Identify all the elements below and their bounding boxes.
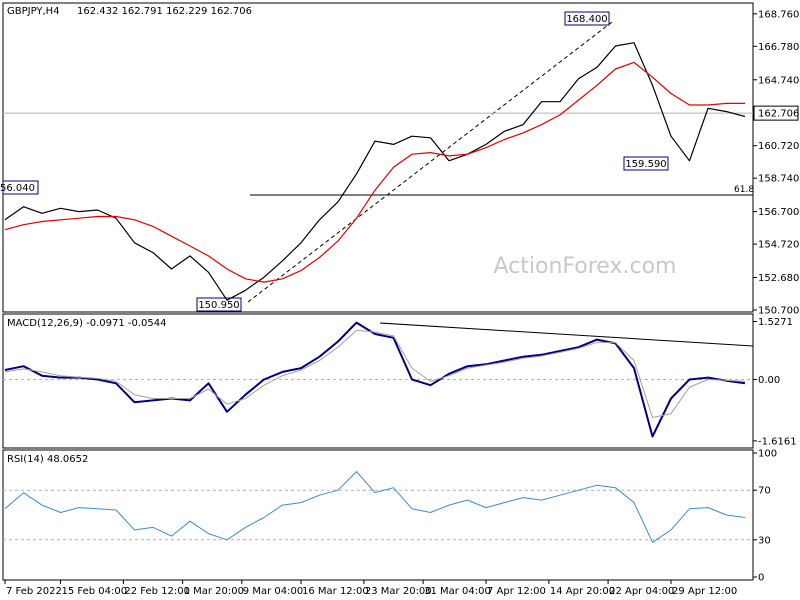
price-ytick-label: 162.706 (758, 109, 799, 120)
series-lines (4, 42, 746, 543)
price-ytick-label: 152.680 (758, 273, 799, 284)
ohlc-label: 162.432 162.791 162.229 162.706 (77, 6, 252, 17)
xtick-label: 9 Mar 04:00 (243, 586, 303, 597)
price-ytick-label: 166.780 (758, 42, 799, 53)
label-low-apr-text: 159.590 (625, 159, 666, 170)
price-panel-frame (2, 2, 754, 313)
price-ytick-label: 158.740 (758, 174, 799, 185)
macd-panel-frame (2, 313, 754, 449)
label-high: 168.400 (564, 11, 610, 26)
price-ytick-label: 160.720 (758, 141, 799, 152)
symbol-label: GBPJPY,H4 (7, 6, 60, 17)
macd-ytick-label: 0.00 (758, 375, 780, 386)
watermark-text: ActionForex.com (494, 254, 677, 279)
xtick-label: 22 Apr 04:00 (609, 586, 674, 597)
label-low-apr: 159.590 (623, 156, 669, 171)
xtick-label: 1 Mar 20:00 (184, 586, 244, 597)
price-ytick-label: 164.740 (758, 75, 799, 86)
rsi-ytick-label: 30 (758, 535, 771, 546)
rsi-ytick-label: 0 (758, 573, 764, 584)
label-high-text: 168.400 (566, 14, 607, 25)
price-ytick-label: 154.720 (758, 240, 799, 251)
xtick-label: 16 Mar 12:00 (302, 586, 369, 597)
price-ytick-label: 168.760 (758, 9, 799, 20)
rsi-panel-frame (2, 449, 754, 581)
rsi-series-0 (4, 471, 746, 543)
macd-ytick-label: 1.5271 (758, 317, 793, 328)
fib-618-label: 61.8 (734, 185, 754, 195)
xtick-label: 14 Apr 20:00 (550, 586, 615, 597)
xtick-label: 7 Feb 2022 (6, 586, 62, 597)
label-low-mar-text: 150.950 (198, 300, 239, 311)
macd-ytick-label: -1.6161 (758, 436, 797, 447)
rsi-ytick-label: 100 (758, 449, 777, 460)
price-ytick-label: 150.700 (758, 306, 799, 317)
label-low-mar: 150.950 (196, 297, 242, 312)
macd-series-0 (4, 321, 746, 438)
macd-series-1 (4, 329, 746, 418)
xtick-label: 22 Feb 12:00 (124, 586, 190, 597)
xtick-label: 23 Mar 20:00 (365, 586, 432, 597)
reference-lines (3, 112, 753, 541)
axis-ticks: 168.760 166.780 164.740 162.706 160.720 158.7… (4, 9, 799, 597)
label-feb-level-text: 156.040 (0, 183, 35, 194)
price-series-1 (4, 61, 745, 283)
xtick-label: 29 Apr 12:00 (672, 586, 737, 597)
label-feb-level: 156.040 (0, 180, 39, 195)
xtick-label: 15 Feb 04:00 (62, 586, 128, 597)
rsi-title: RSI(14) 48.0652 (7, 454, 88, 465)
macd-title: MACD(12,26,9) -0.0971 -0.0544 (7, 318, 167, 329)
xtick-label: 7 Apr 12:00 (487, 586, 546, 597)
price-ytick-label: 156.700 (758, 207, 799, 218)
rsi-ytick-label: 70 (758, 486, 771, 497)
macd-divergence-line (379, 322, 754, 347)
current-price-box (753, 105, 799, 121)
price-series-0 (4, 42, 746, 301)
xtick-label: 31 Mar 04:00 (424, 586, 491, 597)
